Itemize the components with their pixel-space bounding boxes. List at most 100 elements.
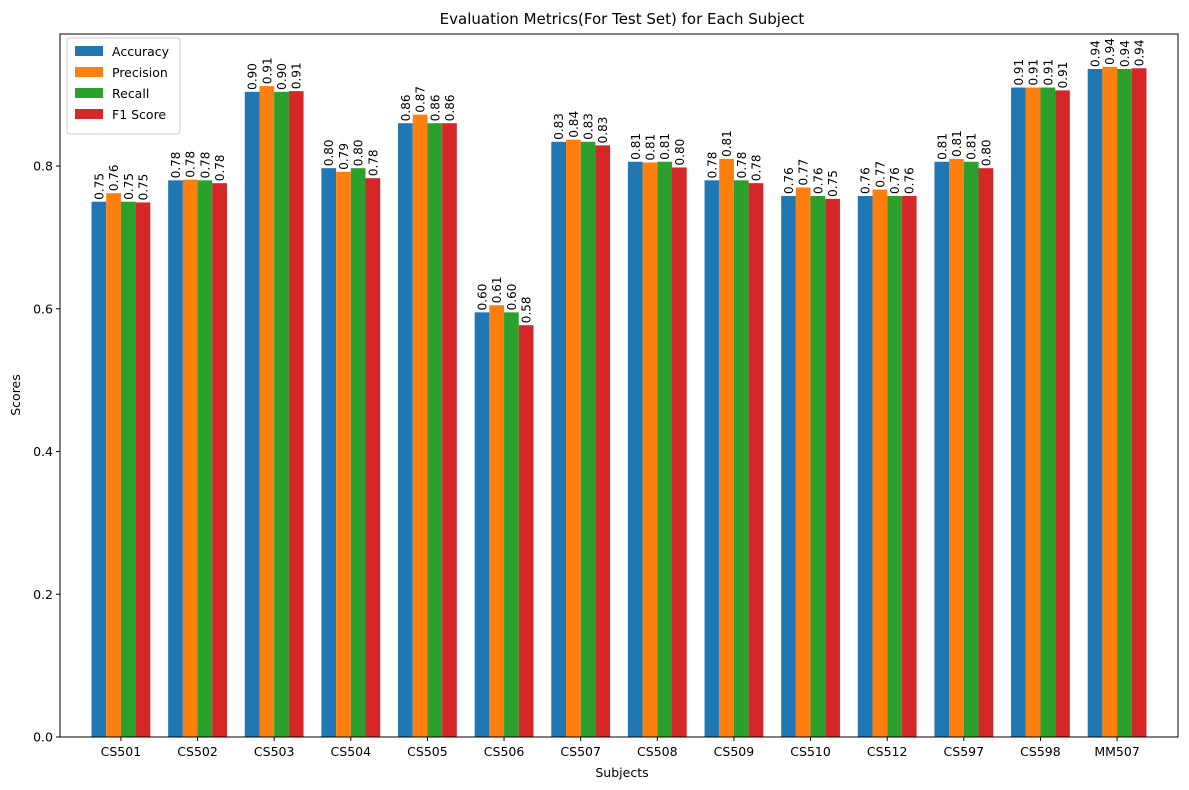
data-label: 0.94 — [1118, 40, 1132, 67]
y-tick-label: 0.6 — [33, 301, 53, 316]
bar — [1087, 68, 1103, 738]
bar — [595, 145, 611, 738]
bar — [978, 168, 994, 737]
bar — [872, 189, 888, 738]
bar — [398, 123, 413, 737]
data-label: 0.78 — [169, 152, 183, 179]
data-label: 0.76 — [107, 164, 121, 191]
bar — [120, 201, 136, 738]
data-label: 0.80 — [673, 139, 687, 166]
data-label: 0.83 — [596, 117, 610, 144]
bar — [427, 123, 443, 737]
data-label: 0.84 — [567, 111, 581, 138]
y-tick-label: 0.2 — [33, 587, 53, 602]
bar — [489, 305, 505, 737]
bars-layer — [91, 66, 1147, 738]
legend-swatch — [75, 46, 103, 56]
bar — [1025, 87, 1041, 737]
data-label: 0.76 — [888, 167, 902, 194]
bar — [1011, 87, 1026, 737]
bar — [365, 178, 381, 738]
data-label: 0.94 — [1103, 38, 1117, 65]
data-label: 0.75 — [826, 170, 840, 197]
y-tick-label: 0.8 — [33, 159, 53, 174]
bar — [781, 196, 796, 737]
bar — [642, 162, 658, 738]
bar — [901, 196, 917, 737]
bar — [733, 180, 749, 737]
bar — [91, 201, 107, 738]
data-label: 0.86 — [443, 94, 457, 121]
bar — [810, 196, 826, 737]
data-label: 0.81 — [950, 130, 964, 157]
bar — [259, 86, 275, 738]
bar — [412, 114, 428, 737]
legend-label: Precision — [112, 65, 168, 80]
chart-title: Evaluation Metrics(For Test Set) for Eac… — [440, 10, 805, 28]
x-tick-label: CS506 — [484, 744, 525, 759]
bar — [168, 180, 183, 737]
bar — [1131, 68, 1147, 737]
data-label: 0.76 — [903, 167, 917, 194]
x-tick-label: CS510 — [790, 744, 831, 759]
x-tick-label: CS512 — [867, 744, 908, 759]
data-label: 0.91 — [1027, 59, 1041, 86]
bar — [551, 141, 566, 737]
x-tick-label: CS597 — [944, 744, 985, 759]
data-label: 0.91 — [260, 57, 274, 84]
bar — [857, 196, 873, 737]
bar — [949, 158, 964, 737]
plot-frame — [59, 33, 1179, 738]
bar — [474, 312, 490, 737]
x-tick-label: CS502 — [177, 744, 218, 759]
legend-swatch — [75, 109, 103, 119]
data-label: 0.81 — [720, 130, 734, 157]
data-label: 0.76 — [782, 167, 796, 194]
bar — [672, 167, 687, 737]
bar — [135, 202, 151, 737]
x-axis-title: Subjects — [595, 765, 648, 780]
data-label: 0.78 — [749, 154, 763, 181]
data-label: 0.81 — [643, 134, 657, 161]
bar — [274, 91, 289, 737]
bar — [182, 179, 198, 738]
bar — [442, 123, 457, 737]
bar — [504, 312, 519, 737]
y-tick-label: 0.0 — [33, 730, 53, 745]
legend-swatch — [75, 67, 103, 77]
data-label: 0.79 — [337, 143, 351, 170]
x-tick-label: CS503 — [254, 744, 295, 759]
bar — [580, 141, 596, 737]
data-label: 0.83 — [582, 113, 596, 140]
legend-label: Accuracy — [112, 44, 170, 59]
legend-swatch — [75, 88, 103, 98]
data-label: 0.94 — [1089, 40, 1103, 67]
x-tick-label: CS598 — [1020, 744, 1061, 759]
data-label: 0.80 — [352, 139, 366, 166]
bar — [518, 325, 534, 737]
x-tick-label: CS509 — [714, 744, 755, 759]
data-label: 0.81 — [658, 133, 672, 160]
bar — [288, 91, 304, 738]
data-label: 0.78 — [184, 151, 198, 178]
bar — [795, 187, 811, 737]
bar — [825, 198, 840, 737]
bar — [748, 183, 764, 737]
legend-label: F1 Score — [112, 107, 166, 122]
x-tick-label: CS501 — [101, 744, 142, 759]
data-label: 0.91 — [1041, 59, 1055, 86]
legend-label: Recall — [112, 86, 149, 101]
bar — [934, 161, 950, 737]
bar — [336, 171, 351, 737]
bar — [887, 196, 902, 737]
data-label: 0.77 — [797, 159, 811, 186]
y-tick-label: 0.4 — [33, 444, 53, 459]
data-label: 0.80 — [322, 139, 336, 166]
x-tick-label: CS508 — [637, 744, 678, 759]
data-label: 0.77 — [873, 161, 887, 188]
data-labels-layer: 0.750.780.900.800.860.600.830.810.780.76… — [92, 38, 1146, 323]
data-label: 0.78 — [366, 149, 380, 176]
bar — [1102, 66, 1118, 737]
